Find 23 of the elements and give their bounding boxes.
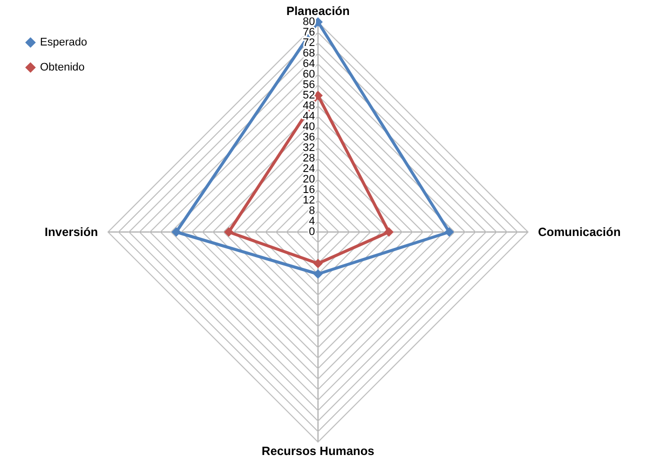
y-tick-label: 28 xyxy=(302,152,315,164)
spoke-label: Inversión xyxy=(44,225,98,239)
y-tick-label: 52 xyxy=(302,90,315,102)
spoke-label: Planeación xyxy=(286,4,350,18)
spoke-label: Comunicación xyxy=(538,225,621,239)
y-tick-label: 20 xyxy=(302,174,315,186)
y-tick-label: 36 xyxy=(302,132,315,144)
y-tick-label: 8 xyxy=(308,205,315,217)
y-tick-label: 56 xyxy=(302,79,315,91)
y-tick-label: 4 xyxy=(308,216,315,228)
y-tick-label: 0 xyxy=(308,226,315,238)
y-tick-label: 32 xyxy=(302,142,315,154)
y-tick-label: 64 xyxy=(302,58,315,70)
y-tick-label: 16 xyxy=(302,184,315,196)
y-tick-label: 40 xyxy=(302,121,315,133)
y-tick-label: 12 xyxy=(302,194,315,206)
legend-label: Obtenido xyxy=(40,62,85,74)
y-tick-label: 60 xyxy=(302,68,315,80)
y-tick-label: 80 xyxy=(302,16,315,28)
y-tick-label: 68 xyxy=(302,48,315,60)
spoke-label: Recursos Humanos xyxy=(262,444,375,458)
legend-label: Esperado xyxy=(40,36,88,48)
y-tick-label: 24 xyxy=(302,163,315,175)
